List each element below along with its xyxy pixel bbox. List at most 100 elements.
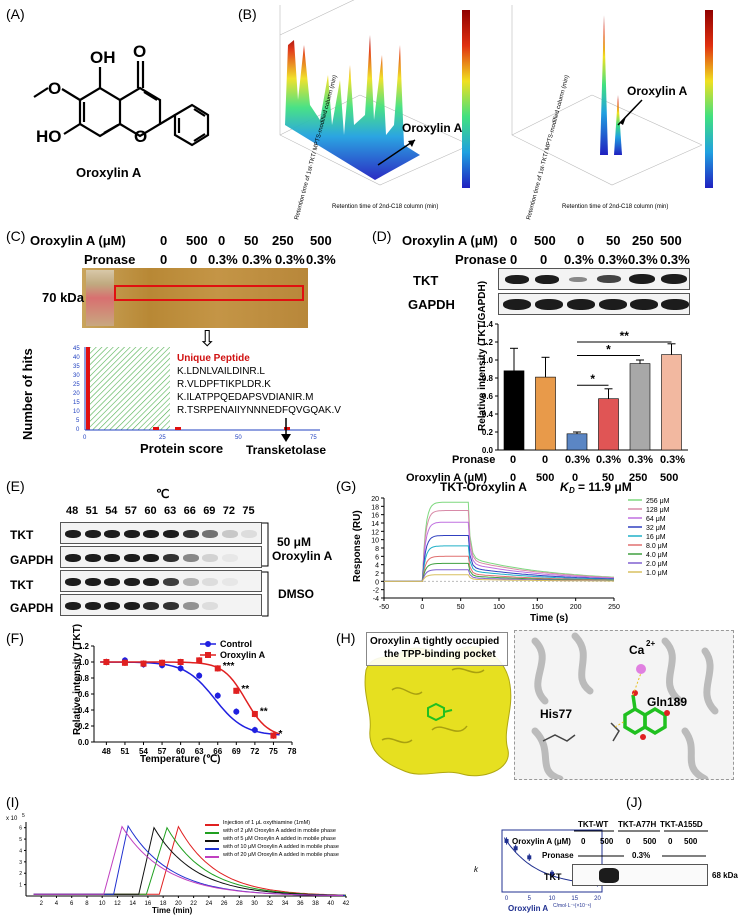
panel-b-label: (B)	[238, 6, 257, 22]
g-ytick-label: 4	[375, 563, 379, 570]
e-temp-60: 60	[144, 505, 157, 517]
i-xtick-label: 42	[343, 901, 350, 907]
panel-b-3d-left: Oroxylin A Retention time of 2nd-C18 col…	[279, 0, 471, 221]
j-row1-label: Oroxylin A (μM)	[512, 837, 571, 846]
g-curve-1	[384, 510, 615, 582]
c-r2v2: 0.3%	[208, 252, 238, 267]
e-band	[202, 554, 219, 562]
e-band	[65, 554, 81, 562]
i-inset-point	[527, 855, 532, 860]
d-xr1v4: 0.3%	[628, 454, 654, 466]
e-band	[143, 578, 160, 586]
d-xr1v5: 0.3%	[660, 454, 686, 466]
g-legend-label: 128 μM	[646, 507, 670, 514]
marker-lane	[86, 270, 114, 326]
d-r1v1: 500	[534, 233, 556, 248]
i-ytick-label: 6	[19, 826, 22, 832]
f-point	[177, 659, 184, 665]
c-xlabel: Protein score	[140, 441, 224, 456]
f-xtick-label: 72	[250, 747, 259, 756]
hy2: 10	[73, 409, 80, 415]
i-xtick-label: 6	[70, 901, 74, 907]
d-r1v0: 0	[510, 233, 518, 248]
hy7: 35	[73, 364, 80, 370]
e-band	[65, 530, 81, 538]
g-ytick-label: 16	[371, 513, 379, 520]
j-band-wt-500	[599, 868, 619, 883]
d-r1v4: 250	[632, 233, 654, 248]
e-band	[123, 530, 140, 538]
panel-c-label: (C)	[6, 228, 26, 244]
g-curve-8	[384, 574, 614, 582]
f-ytick-label: 1.0	[78, 658, 90, 667]
i-inset-xunit: C/mol·L⁻¹(×10⁻⁶)	[553, 903, 592, 909]
d-blot-gapdh	[498, 293, 690, 315]
j-r1v3: 500	[643, 837, 657, 846]
d-bar-chart: 0.00.20.40.60.81.01.21.4****	[482, 320, 688, 455]
f-legend-marker-control	[205, 641, 211, 647]
i-trace-4	[33, 825, 343, 896]
g-xtick-label: 200	[570, 604, 582, 611]
peptide-3: K.ILATPPQEDAPSVDIANIR.M	[177, 392, 314, 403]
atom-o-ring: O	[134, 127, 147, 146]
j-group-wt: TKT-WT	[578, 820, 609, 829]
c-r1v4: 250	[272, 233, 294, 248]
f-point	[196, 657, 203, 664]
g-title: TKT-Oroxylin A	[440, 480, 527, 494]
g-xtick-label: 0	[420, 604, 424, 611]
hy9: 45	[73, 346, 80, 352]
d-ytick-label: 0.0	[482, 446, 494, 455]
d-ytick-label: 1.2	[482, 338, 494, 347]
d-xr2v3: 50	[602, 472, 615, 484]
f-point	[121, 659, 128, 666]
f-xtick-label: 48	[102, 747, 111, 756]
f-point	[270, 732, 277, 739]
f-xtick-label: 54	[139, 747, 148, 756]
g-legend-label: 1.0 μM	[646, 570, 668, 577]
i-xtick-label: 36	[297, 901, 304, 907]
j-row-tkt: TKT	[544, 872, 562, 882]
e-band	[123, 578, 140, 586]
i-legend-swatch	[205, 840, 219, 842]
f-sig: *	[278, 729, 282, 740]
e-band	[163, 530, 179, 538]
j-group-a155d: TKT-A155D	[660, 820, 703, 829]
f-ytick-label: 0.2	[78, 722, 90, 731]
f-point	[177, 665, 184, 672]
c-r1v5: 500	[310, 233, 332, 248]
g-ytick-label: 12	[371, 529, 379, 536]
e-unit: ℃	[156, 487, 170, 501]
d-ytick-label: 1.4	[482, 320, 494, 329]
d-bar	[598, 398, 619, 451]
e-band	[143, 602, 160, 610]
e-band	[84, 554, 101, 562]
f-point	[103, 659, 110, 665]
d-r2v3: 0.3%	[598, 252, 628, 267]
e-temp-63: 63	[164, 505, 177, 517]
j-row2-val: 0.3%	[632, 851, 651, 860]
d-r2v1: 0	[540, 252, 548, 267]
e-temp-54: 54	[105, 505, 118, 517]
i-xtick-label: 2	[40, 901, 44, 907]
g-curve-4	[384, 545, 614, 582]
j-r1v2: 0	[626, 837, 631, 846]
ligand-sticks	[623, 694, 667, 736]
e-blot-row	[60, 546, 262, 568]
g-xtick-label: 50	[457, 604, 465, 611]
h-ion: Ca	[629, 643, 645, 657]
f-legend-marker-oroxylin	[205, 652, 211, 658]
g-ytick-label: 0	[375, 579, 379, 586]
e-band	[84, 530, 101, 538]
f-xtick-label: 51	[120, 747, 129, 756]
i-inset-xtick: 15	[571, 896, 578, 902]
j-row2-label: Pronase	[542, 851, 574, 860]
e-row-tkt-2: TKT	[10, 578, 34, 592]
gel-highlight-box	[114, 285, 304, 301]
panel-e-label: (E)	[6, 478, 25, 494]
h-res2: Gln189	[647, 695, 688, 709]
i-legend-swatch	[205, 832, 219, 834]
d-bar	[503, 370, 525, 451]
protein-surface	[364, 646, 512, 777]
colorbar-right	[705, 10, 713, 188]
c-row2-label: Pronase	[84, 252, 136, 267]
